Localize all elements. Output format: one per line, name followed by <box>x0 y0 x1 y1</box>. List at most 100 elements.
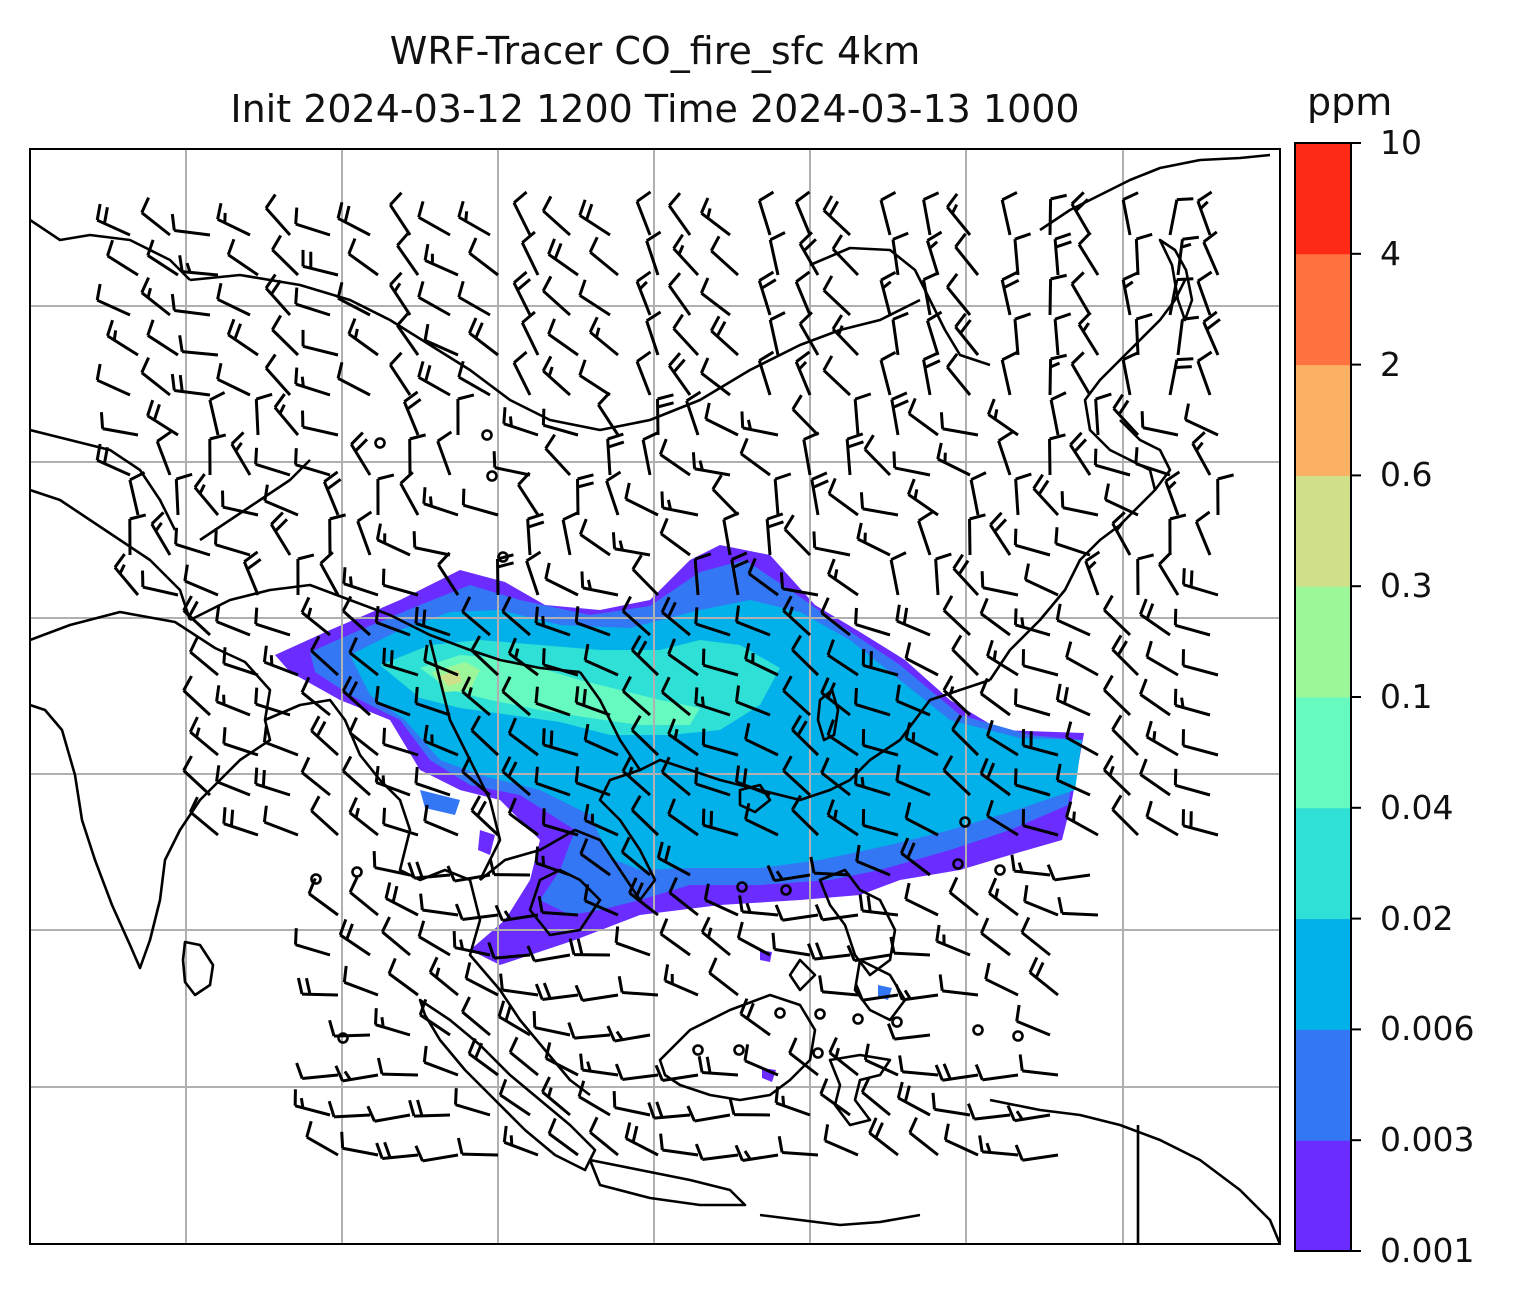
wind-barb <box>174 472 193 516</box>
wind-barb <box>823 1124 859 1157</box>
wind-barb <box>948 876 979 917</box>
wind-barb <box>1010 854 1051 877</box>
colorbar-swatch <box>1295 475 1351 587</box>
wind-barb <box>635 190 652 236</box>
wind-barb <box>534 686 571 717</box>
wind-barb <box>641 431 659 476</box>
wind-barb <box>226 238 259 277</box>
wind-barb <box>294 448 331 477</box>
wind-barb <box>954 232 980 276</box>
wind-barb <box>1013 768 1051 797</box>
wind-barb <box>630 714 660 757</box>
wind-barb <box>656 841 691 877</box>
wind-barb <box>630 634 660 677</box>
calm-wind-marker <box>337 1032 349 1044</box>
wind-barb <box>621 595 651 637</box>
wind-barb <box>987 398 1019 437</box>
wind-barb <box>423 644 459 677</box>
wind-barb <box>1013 608 1051 637</box>
wind-barb <box>470 715 500 757</box>
wind-barb <box>773 472 792 516</box>
wind-barb <box>1055 603 1091 637</box>
wind-barb <box>347 318 379 357</box>
wind-barb <box>1134 232 1153 276</box>
wind-barb <box>461 996 491 1037</box>
wind-barb <box>534 606 571 637</box>
wind-barb <box>907 397 939 437</box>
wind-barb <box>820 757 851 797</box>
wind-barb <box>765 512 784 556</box>
wind-barb <box>264 273 292 316</box>
wind-barb <box>774 904 819 922</box>
wind-barb <box>534 846 571 877</box>
coastline-india <box>30 610 272 970</box>
wind-barb <box>423 724 459 757</box>
wind-barb <box>898 1055 939 1077</box>
wind-barb <box>262 645 299 677</box>
wind-barb <box>547 238 579 277</box>
wind-barb <box>744 802 779 837</box>
wind-barb <box>348 717 379 757</box>
wind-barb <box>822 275 852 317</box>
wind-barb <box>456 1137 499 1157</box>
wind-barb <box>1000 271 1020 316</box>
wind-barb <box>1111 794 1140 837</box>
wind-barb <box>541 648 579 677</box>
wind-barb <box>1139 598 1171 637</box>
wind-barb <box>492 451 531 477</box>
wind-barb <box>349 431 372 476</box>
wind-barb <box>374 765 411 797</box>
wind-barb <box>454 1088 491 1117</box>
wind-barb <box>654 1064 699 1082</box>
wind-barb <box>340 1131 379 1157</box>
wind-barb <box>436 430 453 476</box>
wind-barb <box>1014 472 1032 516</box>
wind-barb <box>487 942 531 960</box>
coastline-borneo <box>658 993 817 1102</box>
wind-barb <box>1145 640 1179 677</box>
wind-barb <box>215 765 251 797</box>
wind-barb <box>703 883 739 917</box>
wind-barb <box>1134 447 1171 477</box>
wind-barb <box>301 329 339 357</box>
wind-barb <box>1013 312 1032 356</box>
wind-barb <box>384 882 419 917</box>
wind-barb <box>1145 720 1179 757</box>
wind-barb <box>1013 528 1051 557</box>
wind-barb <box>740 411 779 437</box>
wind-barb <box>300 596 331 637</box>
wind-barb <box>396 312 420 356</box>
wind-barb <box>502 407 539 437</box>
wind-barb <box>382 807 419 837</box>
wind-barb <box>95 283 131 317</box>
calm-wind-marker <box>812 1047 824 1059</box>
wind-barb <box>782 675 812 717</box>
wind-barb <box>1134 312 1153 356</box>
wind-barb <box>1103 483 1139 517</box>
wind-barb <box>182 675 212 717</box>
wind-barb <box>979 757 1011 797</box>
wind-barb <box>417 360 451 397</box>
wind-barb <box>1070 271 1092 316</box>
colorbar-tick-label: 0.003 <box>1380 1120 1475 1160</box>
wind-barb <box>526 945 571 963</box>
wind-barb <box>774 1086 811 1117</box>
wind-barb <box>985 639 1019 677</box>
wind-barb <box>583 884 619 917</box>
wind-barb <box>1102 754 1132 797</box>
wind-barb <box>488 858 531 877</box>
wind-barb <box>1053 232 1072 276</box>
wind-barb <box>700 357 731 397</box>
wind-barb <box>1111 511 1132 556</box>
colorbar-tick-label: 0.1 <box>1380 677 1433 716</box>
wind-barb <box>812 531 851 557</box>
wind-barb <box>946 352 972 396</box>
wind-barb <box>226 318 259 357</box>
wind-barb <box>221 490 259 517</box>
wind-barb <box>895 684 931 717</box>
wind-barb <box>891 231 909 276</box>
wind-barb <box>952 553 980 597</box>
wind-barb <box>579 1053 619 1077</box>
wind-barb <box>936 442 971 477</box>
wind-barb <box>827 558 859 597</box>
